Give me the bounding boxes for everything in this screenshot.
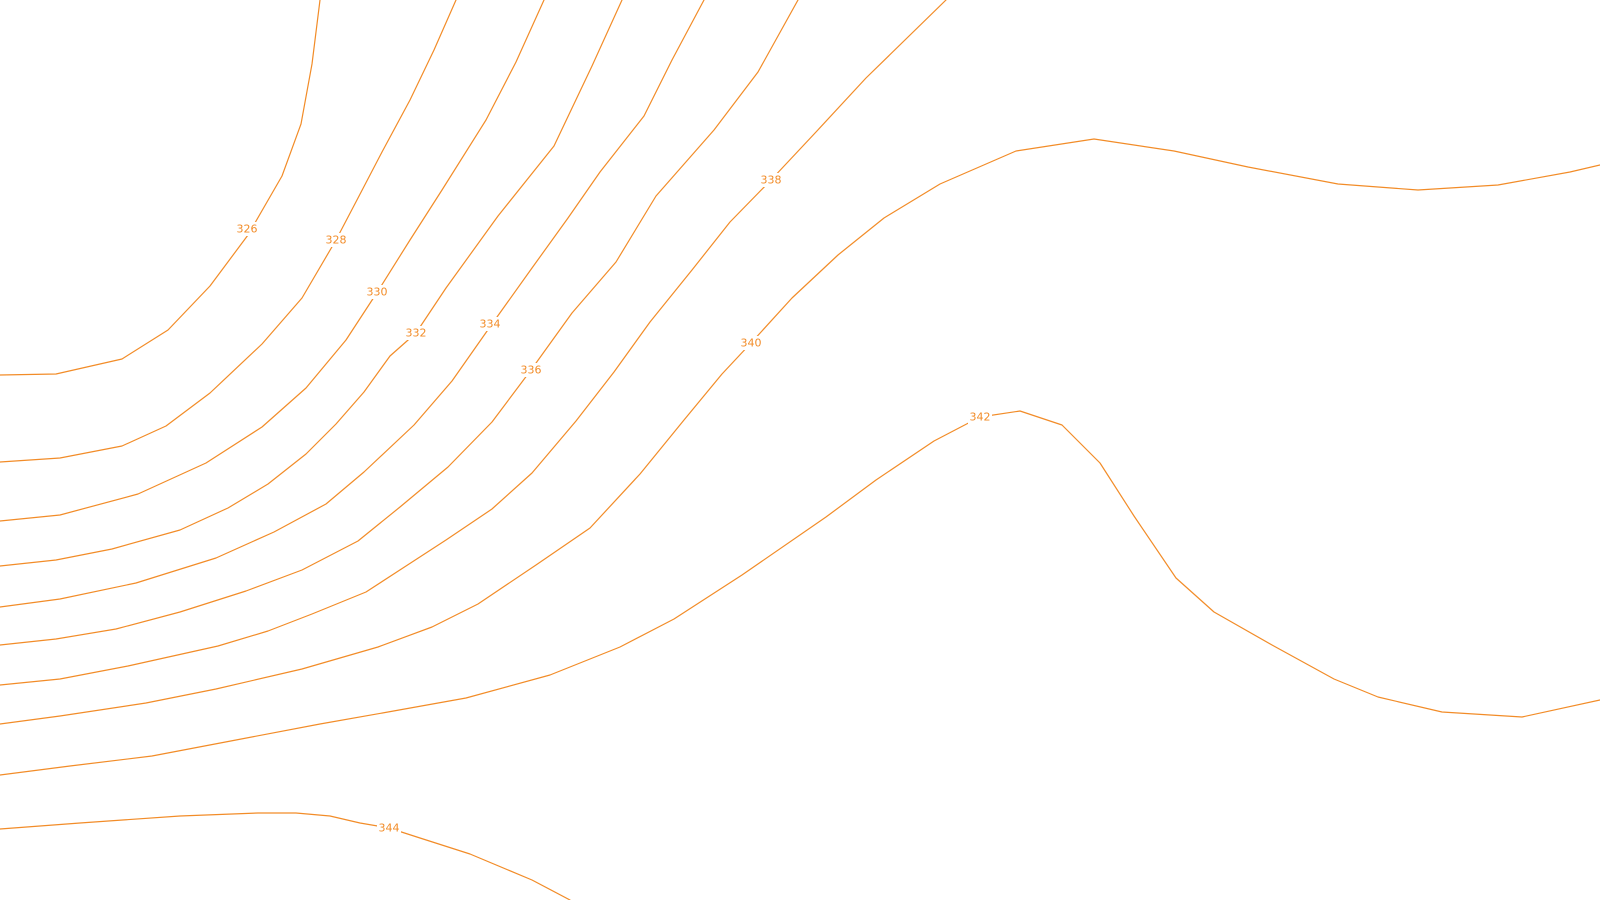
contour-label-background (365, 285, 389, 299)
contour-line-342 (0, 410, 1600, 776)
contour-line-330 (0, 0, 545, 522)
contour-label-344: 344 (377, 821, 401, 835)
contour-elevation-label: 338 (761, 174, 782, 187)
contour-elevation-label: 340 (741, 337, 762, 350)
contour-label-340: 340 (739, 336, 763, 350)
contour-label-background (478, 317, 502, 331)
contour-label-334: 334 (478, 317, 502, 331)
contour-label-330: 330 (365, 285, 389, 299)
contour-line-338 (0, 0, 947, 686)
contour-label-336: 336 (519, 363, 543, 377)
contour-elevation-label: 344 (379, 822, 400, 835)
contour-label-background (404, 326, 428, 340)
contour-label-326: 326 (235, 222, 259, 236)
contour-line-336 (0, 0, 799, 646)
contour-labels: 326 328 330 332 334 336 338 340 342 344 (235, 173, 992, 835)
contour-label-338: 338 (759, 173, 783, 187)
contour-elevation-label: 326 (237, 223, 258, 236)
contour-line-326 (0, 0, 321, 376)
contour-elevation-label: 334 (480, 318, 501, 331)
contour-label-background (324, 233, 348, 247)
contour-label-background (739, 336, 763, 350)
contour-label-342: 342 (968, 410, 992, 424)
contour-label-328: 328 (324, 233, 348, 247)
contour-elevation-label: 336 (521, 364, 542, 377)
contour-elevation-label: 342 (970, 411, 991, 424)
contour-elevation-label: 328 (326, 234, 347, 247)
contour-line-332 (0, 0, 623, 567)
contour-label-background (759, 173, 783, 187)
contour-label-background (968, 410, 992, 424)
contour-line-344 (0, 812, 571, 900)
contour-elevation-label: 332 (406, 327, 427, 340)
contour-label-background (235, 222, 259, 236)
contour-elevation-label: 330 (367, 286, 388, 299)
contour-label-332: 332 (404, 326, 428, 340)
contour-label-background (377, 821, 401, 835)
contour-line-328 (0, 0, 457, 463)
contour-label-background (519, 363, 543, 377)
contour-line-334 (0, 0, 705, 608)
